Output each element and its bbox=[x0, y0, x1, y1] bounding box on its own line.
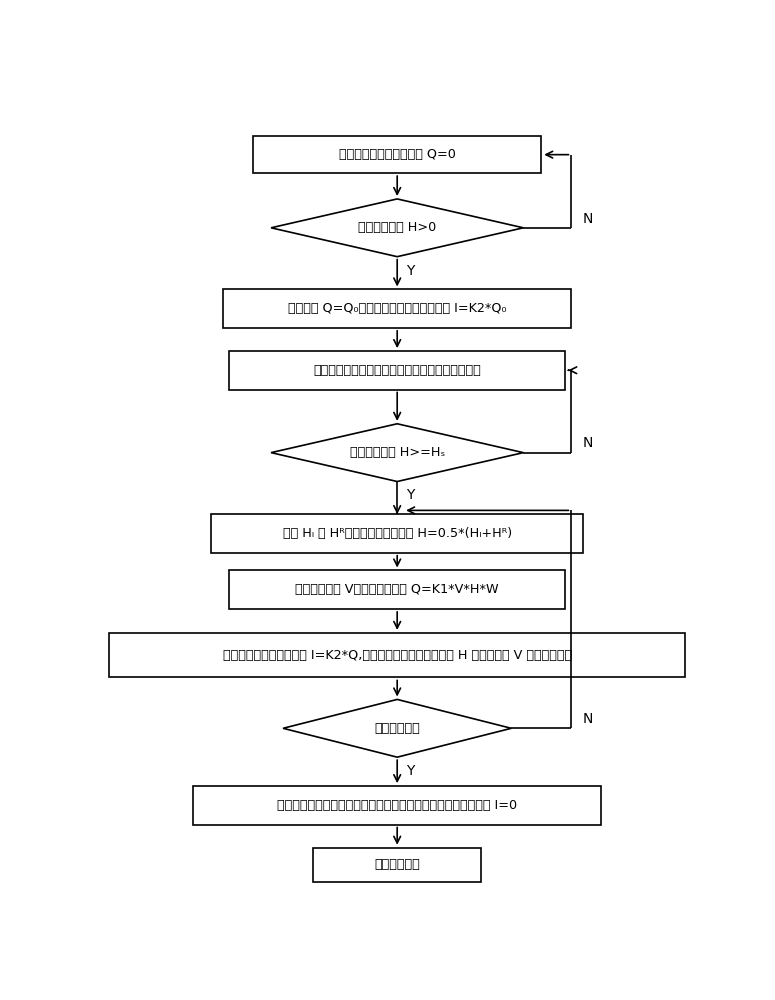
Text: 铣刨作业结束: 铣刨作业结束 bbox=[374, 858, 420, 871]
Text: 读取 Hₗ 和 Hᴿ，计算平均切削深度 H=0.5*(Hₗ+Hᴿ): 读取 Hₗ 和 Hᴿ，计算平均切削深度 H=0.5*(Hₗ+Hᴿ) bbox=[283, 527, 512, 540]
Polygon shape bbox=[271, 424, 523, 482]
Bar bbox=[253, 136, 541, 173]
Text: 读取行騶速度 V，计算洒水流量 Q=K1*V*H*W: 读取行騶速度 V，计算洒水流量 Q=K1*V*H*W bbox=[295, 583, 499, 596]
Text: 开始铣刨作业，洒水流量 Q=0: 开始铣刨作业，洒水流量 Q=0 bbox=[339, 148, 456, 161]
Text: 平均切削深度 H>=Hₛ: 平均切削深度 H>=Hₛ bbox=[350, 446, 445, 459]
Text: 输出比例调速阀线圈电流 I=K2*Q,使水泵产生与平均切削深度 H 和行騶速度 V 相适配的水量: 输出比例调速阀线圈电流 I=K2*Q,使水泵产生与平均切削深度 H 和行騶速度 … bbox=[222, 649, 572, 662]
Text: 铣刨作业结束: 铣刨作业结束 bbox=[374, 722, 420, 735]
Text: Y: Y bbox=[406, 764, 415, 778]
Text: N: N bbox=[582, 712, 593, 726]
Text: 洒水流量 Q=Q₀，输出比例调速阀线圈电流 I=K2*Q₀: 洒水流量 Q=Q₀，输出比例调速阀线圈电流 I=K2*Q₀ bbox=[288, 302, 507, 315]
Text: 关闭电磁开关阀，液压马达与水泵停止，比例调速阀的线圈电流 I=0: 关闭电磁开关阀，液压马达与水泵停止，比例调速阀的线圈电流 I=0 bbox=[277, 799, 517, 812]
Text: 平均切削深度 H>0: 平均切削深度 H>0 bbox=[358, 221, 436, 234]
Text: Y: Y bbox=[406, 488, 415, 502]
Bar bbox=[211, 514, 584, 553]
Bar bbox=[313, 848, 481, 882]
Polygon shape bbox=[283, 699, 512, 757]
Bar bbox=[193, 786, 601, 825]
Polygon shape bbox=[271, 199, 523, 257]
Text: Y: Y bbox=[406, 264, 415, 278]
Text: 开启电磁开关阀，液压马达与水泵运转，开始洒水: 开启电磁开关阀，液压马达与水泵运转，开始洒水 bbox=[313, 364, 481, 377]
Text: N: N bbox=[582, 436, 593, 450]
Bar bbox=[109, 633, 686, 677]
Bar bbox=[229, 570, 565, 609]
Bar bbox=[229, 351, 565, 389]
Bar bbox=[223, 289, 571, 328]
Text: N: N bbox=[582, 212, 593, 226]
